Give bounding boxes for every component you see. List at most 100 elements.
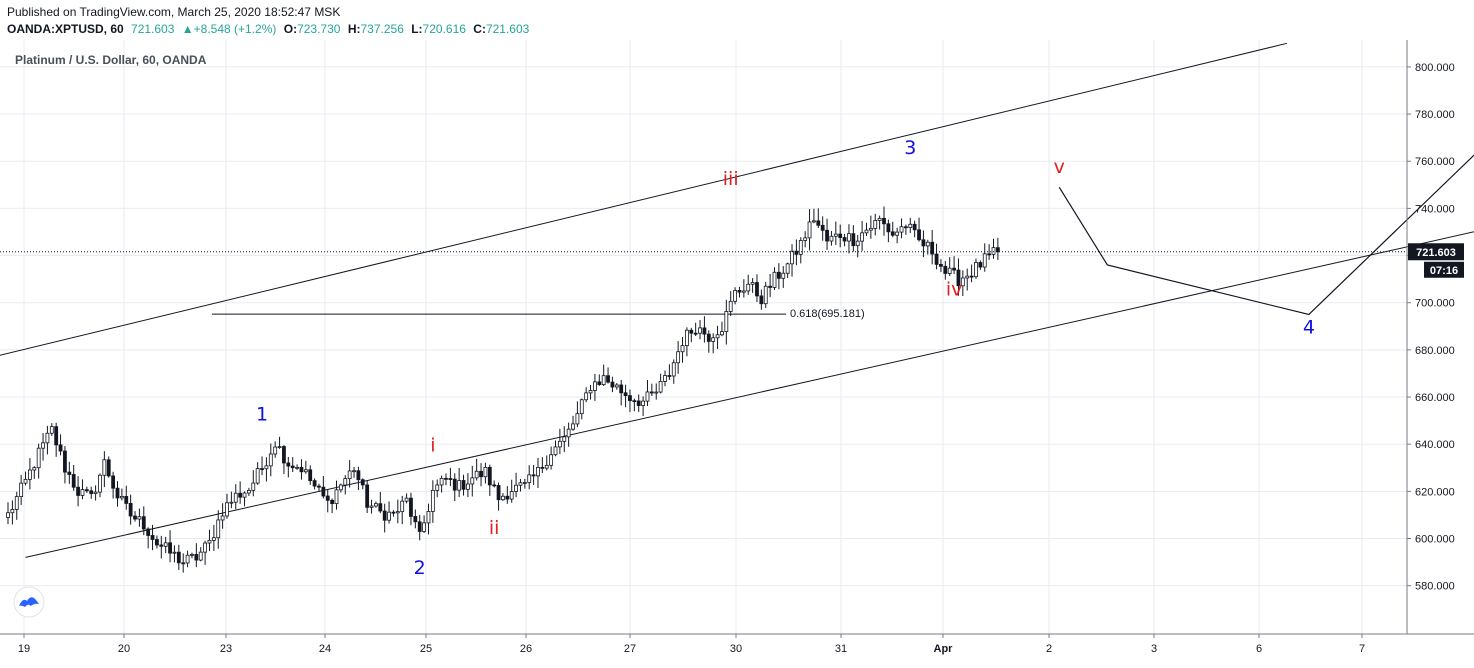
time-tick-label: 2 [1046, 643, 1052, 655]
candle-body [899, 226, 904, 233]
candle-body [137, 516, 142, 520]
candle-body [190, 554, 194, 556]
candle [562, 426, 567, 453]
candle [658, 373, 663, 394]
candle-body [496, 485, 501, 501]
candle-body [798, 240, 803, 255]
candle [654, 383, 659, 400]
candle [176, 544, 181, 570]
candle [338, 483, 343, 493]
time-tick-label: 6 [1256, 643, 1262, 655]
time-tick-label: 30 [730, 643, 742, 655]
last-price-tag-box [1408, 243, 1464, 261]
candle [741, 279, 746, 298]
candle-body [19, 482, 24, 497]
candle-body [562, 436, 567, 442]
candle [812, 208, 816, 224]
candle-body [220, 515, 225, 521]
candle [163, 536, 168, 554]
candle-body [649, 391, 654, 394]
candle-body [680, 345, 685, 353]
countdown-label: 07:16 [1430, 265, 1458, 277]
candle-body [724, 311, 729, 333]
candle-body [610, 381, 615, 388]
candle [750, 278, 755, 293]
price-tick-label: 640.000 [1415, 439, 1455, 451]
candle-body [317, 485, 321, 488]
candle [54, 422, 59, 457]
candle [733, 287, 737, 305]
wave-labels: 12345iiiiiiivv [256, 137, 1315, 579]
candle-body [540, 466, 545, 469]
candle [899, 218, 904, 239]
candle [514, 472, 518, 498]
candle-body [536, 466, 540, 477]
candle-body [321, 486, 326, 497]
candle [518, 478, 523, 492]
candle-body [203, 542, 208, 553]
candle [417, 515, 422, 541]
upper-channel-line [0, 42, 1288, 356]
candle-body [886, 223, 891, 233]
candle-body [641, 400, 645, 406]
candle-body [571, 423, 575, 430]
candle [645, 380, 650, 406]
candle [693, 322, 698, 336]
candle-body [426, 511, 431, 524]
time-axis[interactable]: 19 20 23 24 25 26 27 30 31 Apr 2 3 6 7 [18, 634, 1365, 655]
candle-body [829, 235, 834, 242]
candle [487, 464, 492, 496]
candle [833, 221, 838, 245]
candle [816, 208, 821, 228]
candle [737, 286, 742, 298]
candle-body [84, 489, 89, 492]
candle [251, 470, 256, 497]
fib-level-label: 0.618(695.181) [790, 308, 865, 320]
candle [124, 485, 129, 510]
candle-body [965, 275, 970, 279]
candle [860, 221, 864, 251]
candle-body [930, 241, 935, 255]
candle-body [36, 447, 41, 469]
candle [36, 443, 41, 479]
candle-body [584, 392, 589, 401]
candle [128, 494, 133, 525]
candle [334, 480, 339, 510]
candle-body [115, 487, 120, 499]
candle [671, 359, 676, 384]
candle-body [601, 375, 606, 385]
candle-body [23, 478, 28, 484]
candle-body [360, 479, 365, 486]
candle-body [54, 426, 59, 446]
countdown-tag-box [1424, 261, 1464, 278]
candle-body [763, 285, 768, 305]
candle-body [67, 471, 72, 475]
tradingview-logo[interactable] [13, 586, 45, 618]
candle [921, 230, 926, 258]
candle-body [741, 290, 746, 293]
price-tick-label: 760.000 [1415, 156, 1455, 168]
candle [474, 458, 479, 481]
candle [820, 216, 825, 241]
candle [470, 465, 475, 497]
candle-body [873, 220, 878, 229]
candle [689, 327, 694, 343]
low-value: 720.616 [422, 22, 466, 36]
candle [868, 215, 873, 239]
candle [465, 473, 470, 498]
candle [238, 481, 243, 504]
candle [807, 209, 812, 251]
price-tick-label: 620.000 [1415, 486, 1455, 498]
time-tick-label: 23 [220, 643, 232, 655]
candle-body [400, 500, 405, 513]
candle [619, 379, 624, 406]
candle-body [457, 480, 462, 491]
open-value: 723.730 [297, 22, 341, 36]
candle [785, 262, 790, 279]
candle-body [128, 502, 133, 517]
candle [492, 480, 497, 488]
candle [553, 440, 558, 457]
price-axis[interactable]: 580.000 600.000 620.000 640.000 660.000 680.0… [1407, 62, 1455, 593]
candle [575, 401, 580, 427]
